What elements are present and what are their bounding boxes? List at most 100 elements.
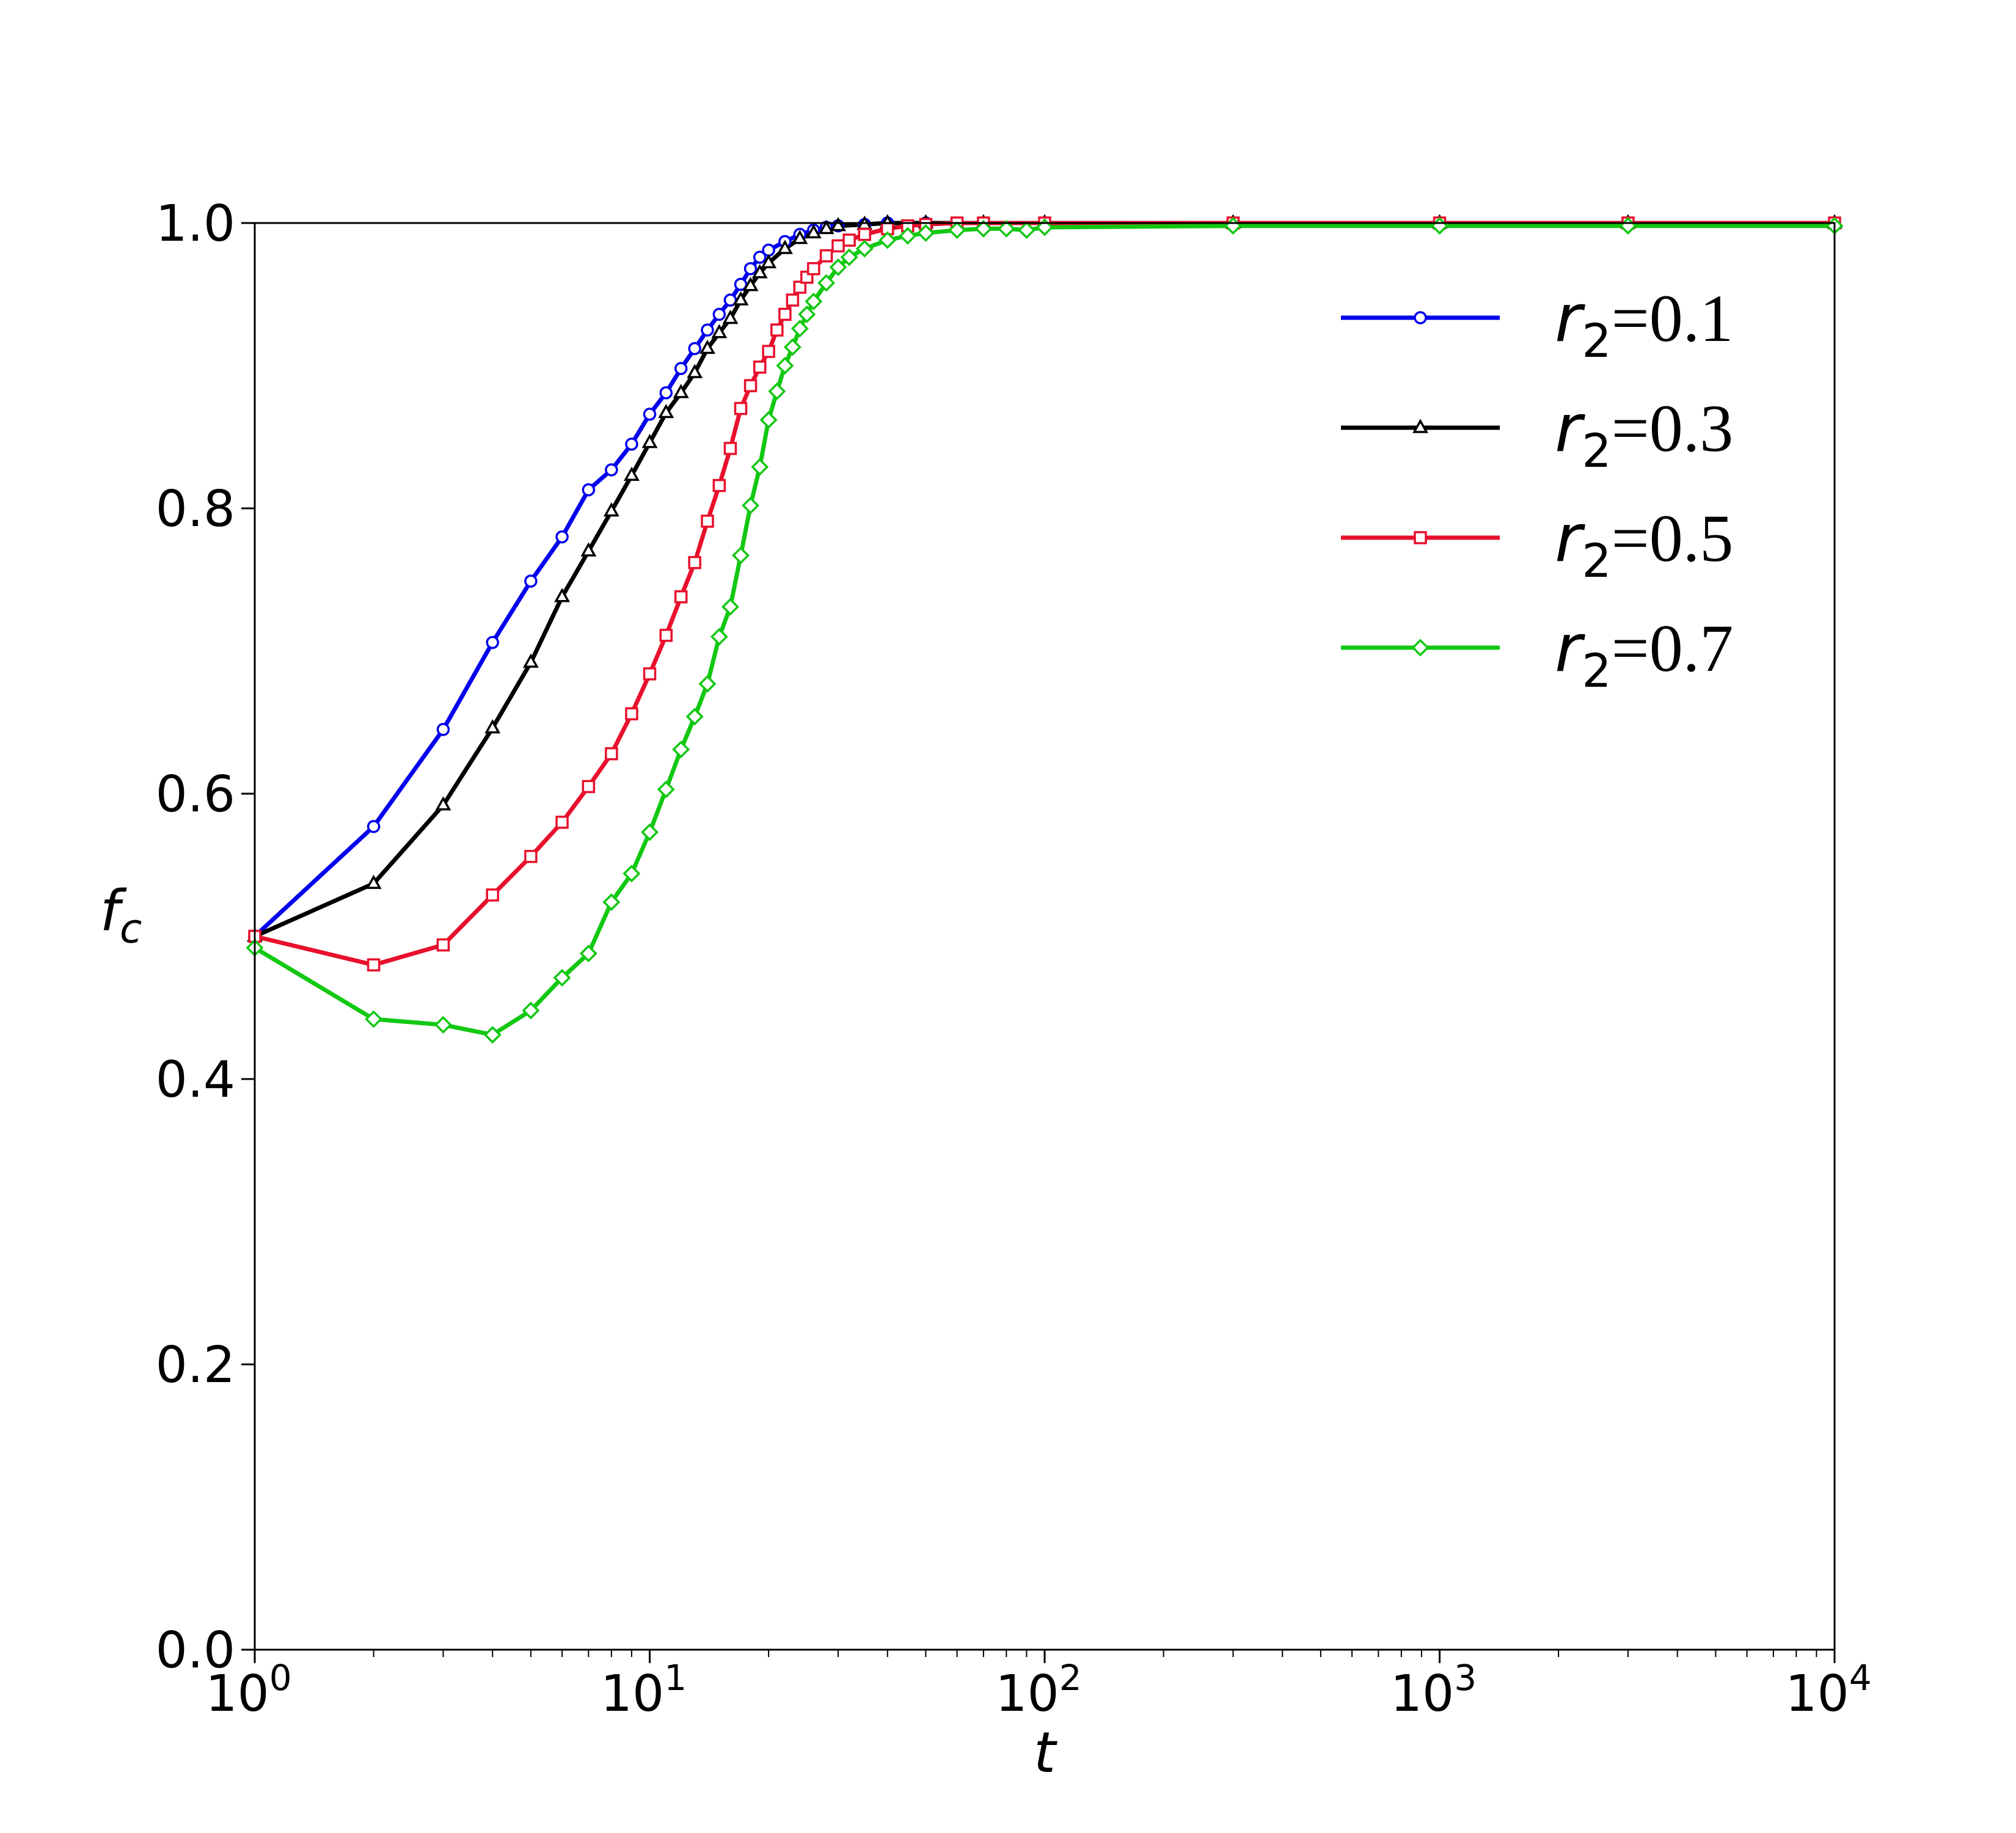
data-point	[436, 723, 450, 736]
legend-marker	[1414, 311, 1427, 324]
data-point	[751, 264, 768, 279]
data-point	[673, 384, 689, 398]
data-point	[555, 815, 569, 829]
data-point	[701, 514, 714, 528]
data-point	[805, 224, 822, 239]
data-point	[742, 496, 760, 514]
data-point	[483, 1026, 502, 1044]
data-point	[732, 291, 749, 306]
data-point	[818, 219, 835, 235]
x-axis-title: t	[1034, 1720, 1057, 1785]
data-point	[685, 708, 704, 726]
y-tick-label: 0.0	[156, 1622, 235, 1680]
data-point	[643, 667, 657, 681]
y-tick-label: 0.2	[156, 1336, 235, 1394]
data-point	[659, 386, 673, 400]
x-axis-tick-labels: 100 101 102 103 104	[205, 1657, 1871, 1723]
data-point	[753, 251, 767, 264]
data-point	[778, 307, 792, 321]
data-point	[786, 293, 800, 307]
legend-marker	[1414, 531, 1427, 544]
legend-label: r2=0.7	[1555, 610, 1733, 698]
data-point	[603, 502, 619, 517]
data-point	[855, 240, 874, 258]
data-point	[830, 217, 846, 232]
data-point	[605, 747, 618, 761]
data-point	[878, 231, 897, 249]
data-point	[687, 364, 703, 378]
x-tick-label: 101	[601, 1657, 687, 1723]
x-tick-label: 100	[205, 1657, 291, 1723]
data-point	[435, 796, 451, 811]
data-point	[762, 243, 775, 257]
data-point	[699, 339, 715, 354]
series-markers	[246, 214, 1844, 1044]
data-point	[711, 324, 728, 338]
y-tick-label: 0.8	[156, 480, 235, 538]
data-point	[659, 629, 673, 642]
data-point	[712, 478, 726, 492]
data-point	[625, 707, 638, 720]
data-point	[643, 408, 657, 421]
data-point	[434, 1015, 452, 1034]
legend: r2=0.1 r2=0.3 r2=0.5 r2=0.7	[1341, 280, 1733, 698]
data-point	[522, 653, 539, 668]
data-point	[948, 221, 966, 240]
data-point	[522, 1001, 540, 1020]
data-point	[831, 239, 845, 253]
data-point	[365, 874, 382, 889]
data-point	[842, 233, 856, 247]
data-point	[641, 823, 659, 841]
data-point	[974, 219, 993, 238]
data-point	[484, 719, 501, 734]
data-point	[688, 555, 701, 569]
data-point	[723, 442, 737, 455]
data-point	[829, 258, 847, 276]
data-point	[486, 635, 499, 649]
legend-marker	[1411, 638, 1430, 657]
data-point	[916, 224, 935, 242]
data-point	[721, 598, 739, 616]
data-point	[770, 323, 784, 337]
data-point	[367, 958, 381, 971]
data-point	[753, 360, 767, 374]
y-tick-label: 0.6	[156, 766, 235, 824]
data-point	[605, 463, 618, 477]
legend-label: r2=0.1	[1555, 280, 1733, 368]
data-point	[732, 546, 750, 565]
y-axis-title: fc	[100, 879, 142, 953]
axis-ticks	[241, 222, 1836, 1663]
data-point	[367, 819, 381, 833]
data-point	[555, 530, 569, 544]
data-point	[553, 968, 571, 987]
data-point	[762, 345, 775, 358]
data-point	[997, 219, 1015, 238]
data-point	[365, 1010, 383, 1028]
data-point	[602, 893, 621, 911]
legend-label: r2=0.3	[1555, 390, 1733, 478]
y-tick-label: 1.0	[156, 195, 235, 253]
data-point	[625, 437, 638, 451]
data-point	[776, 240, 793, 254]
data-point	[783, 338, 802, 356]
data-point	[759, 411, 778, 429]
data-point	[623, 865, 641, 883]
data-point	[751, 458, 769, 476]
data-point	[793, 280, 807, 294]
data-point	[674, 362, 688, 375]
data-point	[554, 588, 571, 602]
data-point	[486, 888, 499, 902]
data-point	[798, 305, 816, 323]
legend-label: r2=0.5	[1555, 500, 1733, 588]
data-point	[710, 627, 728, 646]
data-point	[768, 382, 786, 401]
data-point	[672, 741, 690, 759]
data-point	[840, 248, 858, 266]
data-point	[743, 262, 758, 276]
data-point	[761, 254, 777, 269]
data-point	[436, 938, 450, 952]
x-tick-label: 104	[1785, 1657, 1871, 1723]
data-point	[899, 227, 917, 245]
data-point	[734, 401, 748, 415]
